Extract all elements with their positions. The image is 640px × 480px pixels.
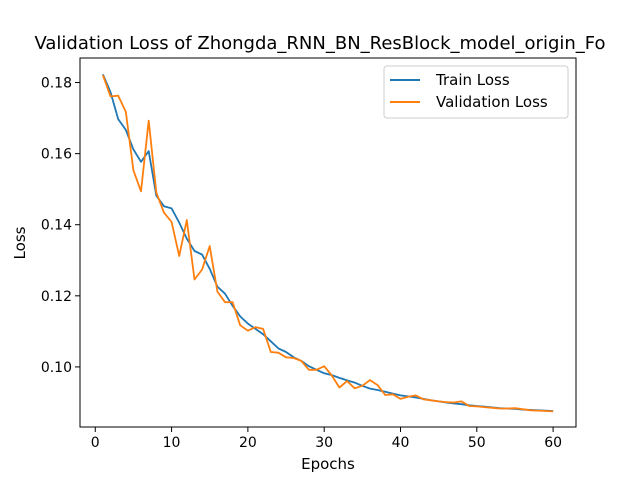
plot-area: [102, 74, 554, 413]
x-tick-label: 10: [163, 435, 181, 451]
legend-label-train-loss: Train Loss: [435, 71, 510, 89]
y-axis-label: Loss: [11, 226, 29, 259]
chart-title: Validation Loss of Zhongda_RNN_BN_ResBlo…: [34, 33, 605, 54]
legend: Train Loss Validation Loss: [383, 65, 569, 119]
legend-frame: [383, 65, 569, 119]
y-tick-label: 0.18: [41, 76, 72, 92]
x-tick-label: 50: [468, 435, 486, 451]
x-tick-label: 60: [544, 435, 562, 451]
y-tick-label: 0.14: [41, 218, 72, 234]
x-tick-label: 20: [239, 435, 257, 451]
y-tick-label: 0.10: [41, 360, 72, 376]
x-tick-label: 30: [315, 435, 333, 451]
x-axis-label: Epochs: [301, 455, 355, 473]
series-line-validation-loss: [102, 74, 554, 413]
y-tick-label: 0.12: [41, 289, 72, 305]
y-tick-label: 0.16: [41, 147, 72, 163]
x-tick-label: 0: [91, 435, 100, 451]
axes-frame: [79, 57, 577, 428]
x-tick-label: 40: [392, 435, 410, 451]
legend-label-validation-loss: Validation Loss: [436, 93, 548, 111]
axis-ticks: 0 10 20 30 40 50 60 0.10 0.12 0.14 0.16 0.18: [41, 76, 562, 451]
